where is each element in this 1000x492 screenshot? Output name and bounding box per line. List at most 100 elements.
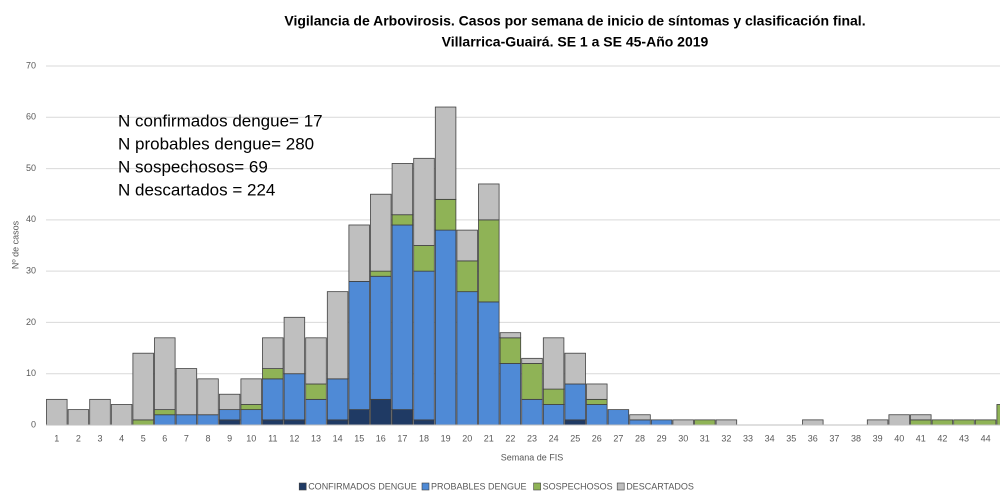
- bar-segment: [931, 419, 954, 426]
- x-tick-label: 9: [227, 433, 232, 443]
- annotation: N confirmados dengue= 17: [118, 111, 323, 130]
- bar-segment: [434, 229, 457, 426]
- bar-segment: [953, 419, 975, 426]
- bar-segment: [542, 404, 565, 426]
- bar-segment: [456, 229, 478, 262]
- y-tick-label: 10: [26, 368, 36, 378]
- bar-segment: [348, 409, 370, 426]
- bar-segment: [586, 398, 608, 405]
- legend-label: SOSPECHOSOS: [543, 481, 613, 491]
- bar-segment: [629, 414, 651, 421]
- x-tick-label: 4: [119, 433, 124, 443]
- bar-segment: [391, 214, 414, 226]
- x-tick-label: 26: [592, 433, 602, 443]
- x-tick-label: 8: [205, 433, 210, 443]
- x-tick-label: 12: [289, 433, 299, 443]
- bar-segment: [521, 363, 543, 400]
- bar-segment: [326, 378, 349, 421]
- bar-segment: [802, 419, 824, 426]
- bar-segment: [478, 219, 500, 303]
- x-tick-label: 32: [721, 433, 731, 443]
- x-tick-label: 15: [354, 433, 364, 443]
- bar-segment: [672, 419, 694, 426]
- bar-segment: [67, 409, 90, 426]
- bar-segment: [218, 409, 241, 421]
- bar-segment: [110, 404, 133, 426]
- x-tick-label: 24: [549, 433, 559, 443]
- bar-segment: [888, 414, 910, 426]
- bar-segment: [262, 419, 284, 426]
- annotation: N descartados = 224: [118, 180, 275, 199]
- y-tick-label: 0: [31, 419, 36, 429]
- bar-segment: [607, 409, 630, 426]
- bar-segment: [564, 352, 586, 385]
- bar-segment: [456, 291, 478, 426]
- x-tick-label: 13: [311, 433, 321, 443]
- bar-segment: [586, 383, 608, 400]
- legend-swatch: [616, 482, 625, 491]
- legend-swatch: [533, 482, 541, 491]
- y-tick-label: 20: [26, 317, 36, 327]
- x-tick-label: 28: [635, 433, 645, 443]
- bar-segment: [240, 378, 262, 405]
- x-tick-label: 21: [484, 433, 494, 443]
- bar-segment: [262, 368, 284, 380]
- y-axis-label: Nº de casos: [10, 220, 20, 269]
- x-axis-label: Semana de FIS: [501, 452, 564, 462]
- x-tick-label: 39: [873, 433, 883, 443]
- bar-segment: [154, 409, 176, 416]
- bar-segment: [326, 419, 349, 426]
- y-tick-label: 40: [26, 214, 36, 224]
- bar-segment: [413, 157, 435, 246]
- bar-segment: [542, 337, 565, 390]
- bar-segment: [262, 378, 284, 421]
- x-tick-label: 1: [54, 433, 59, 443]
- bar-segment: [910, 419, 932, 426]
- x-tick-label: 17: [397, 433, 407, 443]
- bar-segment: [413, 270, 435, 421]
- bar-segment: [197, 378, 219, 416]
- bar-segment: [262, 337, 284, 369]
- x-tick-label: 43: [959, 433, 969, 443]
- legend-label: PROBABLES DENGUE: [431, 481, 527, 491]
- x-tick-label: 3: [97, 433, 102, 443]
- bar-segment: [478, 301, 500, 426]
- bar-segment: [348, 280, 370, 411]
- bar-segment: [370, 193, 392, 272]
- chart-title: Vigilancia de Arbovirosis. Casos por sem…: [284, 13, 865, 29]
- bar-segment: [370, 398, 392, 426]
- x-tick-label: 37: [829, 433, 839, 443]
- bar-segment: [305, 383, 327, 400]
- bar-segment: [478, 183, 500, 221]
- bar-segment: [499, 332, 522, 339]
- bar-segment: [866, 419, 889, 426]
- bar-segment: [391, 224, 414, 411]
- bar-segment: [240, 409, 262, 426]
- x-tick-label: 19: [441, 433, 451, 443]
- x-tick-label: 36: [808, 433, 818, 443]
- x-tick-label: 33: [743, 433, 753, 443]
- bar-segment: [521, 398, 543, 426]
- bar-segment: [391, 409, 414, 426]
- bar-segment: [154, 337, 176, 411]
- y-tick-label: 30: [26, 266, 36, 276]
- y-tick-label: 60: [26, 112, 36, 122]
- bar-segment: [499, 337, 522, 364]
- bar-segment: [542, 388, 565, 405]
- bar-segment: [694, 419, 716, 426]
- bar-segment: [434, 198, 457, 231]
- bar-segment: [391, 163, 414, 216]
- x-tick-label: 38: [851, 433, 861, 443]
- bar-segment: [175, 368, 198, 416]
- x-tick-label: 18: [419, 433, 429, 443]
- x-tick-label: 42: [937, 433, 947, 443]
- x-tick-label: 25: [570, 433, 580, 443]
- bar-segment: [132, 419, 154, 426]
- x-tick-label: 20: [462, 433, 472, 443]
- bar-segment: [283, 316, 306, 375]
- bar-segment: [46, 398, 68, 426]
- bar-segment: [283, 373, 306, 421]
- x-tick-label: 2: [76, 433, 81, 443]
- y-tick-label: 70: [26, 60, 36, 70]
- y-tick-label: 50: [26, 163, 36, 173]
